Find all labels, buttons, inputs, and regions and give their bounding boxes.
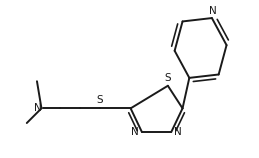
Text: N: N: [34, 103, 41, 113]
Text: N: N: [132, 128, 139, 137]
Text: S: S: [164, 73, 171, 83]
Text: N: N: [209, 6, 217, 16]
Text: N: N: [174, 128, 182, 137]
Text: S: S: [97, 95, 103, 105]
